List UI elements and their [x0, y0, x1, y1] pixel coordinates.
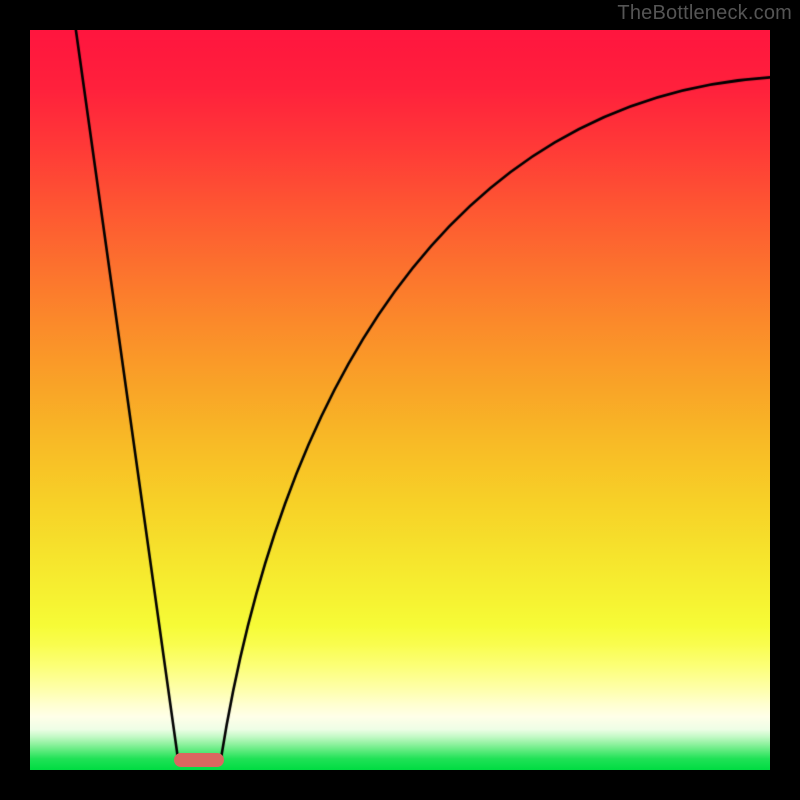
watermark-text: TheBottleneck.com: [617, 2, 792, 25]
optimum-marker: [174, 753, 224, 767]
chart-container: TheBottleneck.com: [0, 0, 800, 800]
gradient-background: [30, 30, 770, 770]
